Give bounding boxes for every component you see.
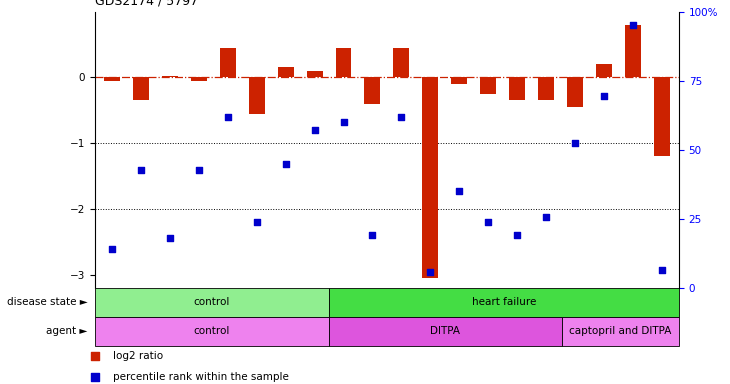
Text: control: control bbox=[193, 326, 230, 336]
Text: DITPA: DITPA bbox=[430, 326, 461, 336]
Bar bbox=[625, 25, 641, 77]
Bar bbox=[480, 77, 496, 94]
Text: disease state ►: disease state ► bbox=[7, 297, 88, 308]
Bar bbox=[538, 77, 554, 100]
Text: GDS2174 / 5797: GDS2174 / 5797 bbox=[95, 0, 198, 8]
Bar bbox=[191, 77, 207, 81]
Bar bbox=[393, 48, 410, 77]
Bar bbox=[133, 77, 149, 100]
Point bbox=[627, 22, 639, 28]
Text: heart failure: heart failure bbox=[472, 297, 536, 308]
Bar bbox=[509, 77, 525, 100]
Bar bbox=[562, 317, 679, 346]
Point bbox=[309, 127, 320, 133]
Text: log2 ratio: log2 ratio bbox=[113, 351, 164, 361]
Bar bbox=[277, 68, 293, 77]
Point bbox=[222, 114, 234, 120]
Point bbox=[598, 93, 610, 99]
Point bbox=[193, 166, 205, 172]
Point bbox=[540, 214, 552, 220]
Point bbox=[396, 114, 407, 120]
Bar bbox=[423, 77, 438, 278]
Bar bbox=[249, 77, 265, 114]
Point bbox=[107, 245, 118, 252]
Bar bbox=[328, 317, 562, 346]
Point bbox=[656, 266, 667, 273]
Text: captopril and DITPA: captopril and DITPA bbox=[569, 326, 672, 336]
Bar bbox=[95, 317, 328, 346]
Bar bbox=[451, 77, 467, 84]
Bar bbox=[336, 48, 351, 77]
Point bbox=[251, 219, 263, 225]
Point bbox=[338, 119, 350, 125]
Text: control: control bbox=[193, 297, 230, 308]
Bar bbox=[653, 77, 669, 156]
Point bbox=[366, 232, 378, 238]
Point bbox=[135, 166, 147, 172]
Bar bbox=[596, 64, 612, 77]
Point bbox=[483, 219, 494, 225]
Bar bbox=[567, 77, 583, 107]
Bar bbox=[328, 288, 679, 317]
Point bbox=[424, 269, 436, 275]
Point bbox=[280, 161, 291, 167]
Bar bbox=[220, 48, 236, 77]
Bar bbox=[364, 77, 380, 104]
Point bbox=[164, 235, 176, 241]
Bar bbox=[307, 71, 323, 77]
Point bbox=[453, 187, 465, 194]
Text: agent ►: agent ► bbox=[46, 326, 88, 336]
Point bbox=[511, 232, 523, 238]
Text: percentile rank within the sample: percentile rank within the sample bbox=[113, 372, 289, 382]
Bar bbox=[104, 77, 120, 81]
Point bbox=[569, 140, 580, 146]
Bar bbox=[95, 288, 328, 317]
Bar bbox=[162, 76, 178, 77]
